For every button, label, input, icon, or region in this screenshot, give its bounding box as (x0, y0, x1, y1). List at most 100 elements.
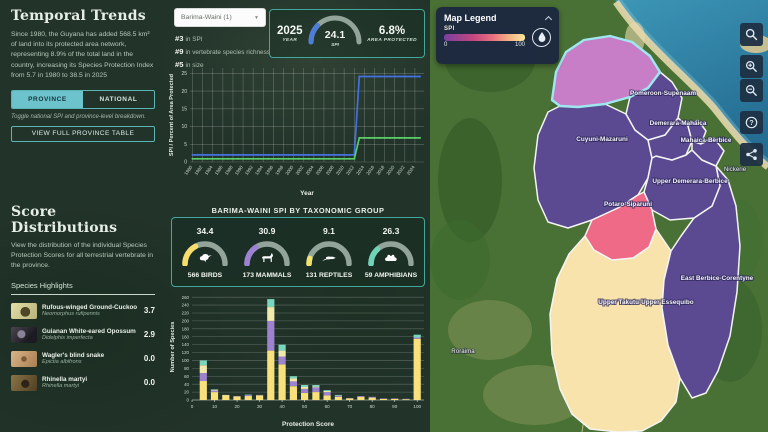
region-label: Potaro-Siparuni (604, 201, 652, 208)
svg-text:2022: 2022 (396, 164, 406, 176)
share-button[interactable] (740, 143, 763, 166)
region-mahaica-berbice[interactable] (691, 137, 725, 167)
spi-color-gradient (444, 34, 525, 41)
chevron-down-icon: ▼ (254, 14, 259, 21)
region-pomeroon-supenaam[interactable] (625, 71, 683, 141)
svg-text:2014: 2014 (355, 164, 365, 176)
svg-text:200: 200 (182, 318, 190, 323)
species-name: Rhinella martyi (42, 376, 88, 383)
svg-text:70: 70 (347, 404, 353, 409)
svg-text:15: 15 (181, 106, 187, 112)
svg-text:40: 40 (280, 404, 286, 409)
sidebar: Temporal Trends Since 1980, the Guyana h… (0, 0, 166, 432)
species-name: Wagler's blind snake (42, 352, 105, 359)
map-panel: Cuyuni-Mazaruni Upper Takutu-Upper Essequ… (430, 0, 768, 432)
svg-text:Protection Score: Protection Score (282, 421, 334, 428)
temporal-trends-description: Since 1980, the Guyana has added 568.5 k… (11, 31, 154, 79)
province-dropdown-value: Barima-Waini (1) (181, 14, 232, 21)
taxonomic-gauges-panel: 34.4 566 BIRDS 30.9 173 MAMMALS 9.1 131 … (171, 217, 425, 287)
national-toggle-button[interactable]: NATIONAL (99, 95, 138, 103)
map-legend-header[interactable]: Map Legend (444, 13, 553, 24)
svg-text:80: 80 (370, 404, 376, 409)
species-name: Rufous-winged Ground-Cuckoo (42, 304, 138, 311)
svg-text:5: 5 (184, 142, 187, 148)
reptiles-gauge: 9.1 131 REPTILES (298, 226, 360, 279)
region-label: Pomeroon-Supenaam (630, 90, 696, 97)
species-score: 0.0 (143, 354, 155, 363)
region-barima-waini[interactable] (550, 34, 662, 109)
species-thumbnail (11, 326, 37, 343)
svg-text:1986: 1986 (214, 164, 224, 176)
svg-text:24.1: 24.1 (325, 29, 346, 41)
amphibian-icon (385, 254, 397, 261)
water-layer-button[interactable] (532, 27, 551, 47)
svg-text:?: ? (749, 120, 753, 127)
legend-min: 0 (444, 42, 448, 48)
province-toggle-button[interactable]: PROVINCE (12, 90, 83, 108)
species-thumbnail (11, 350, 37, 367)
zoom-in-button[interactable] (740, 55, 763, 78)
svg-text:0: 0 (187, 398, 190, 403)
map-controls: ? (740, 23, 763, 166)
province-dropdown[interactable]: Barima-Waini (1) ▼ (174, 8, 266, 27)
svg-text:60: 60 (184, 374, 189, 379)
species-row[interactable]: Rhinella martyi Rhinella martyi 0.0 (11, 372, 155, 394)
legend-spi-label: SPI (444, 26, 455, 32)
toggle-note: Toggle national SPI and province-level b… (11, 113, 146, 120)
spi-trend-chart: 1980 1982 1984 1986 1988 1990 1992 1994 1996 1998… (169, 68, 424, 197)
bird-icon (199, 253, 212, 262)
taxonomic-chart-title: BARIMA-WAINI SPI BY TAXONOMIC GROUP (211, 206, 385, 215)
species-row[interactable]: Guianan White-eared Opossum Didelphis im… (11, 324, 155, 346)
region-label: Demerara-Mahaica (650, 120, 707, 127)
region-label: Cuyuni-Mazaruni (576, 136, 628, 143)
svg-text:25: 25 (181, 71, 187, 77)
reptile-icon (322, 256, 336, 261)
svg-text:2012: 2012 (345, 164, 355, 176)
guyana-map[interactable]: Cuyuni-Mazaruni Upper Takutu-Upper Essequ… (430, 0, 768, 432)
help-button[interactable]: ? (740, 111, 763, 134)
score-distributions-description: View the distribution of the individual … (11, 241, 154, 270)
svg-text:60: 60 (325, 404, 331, 409)
svg-text:2010: 2010 (335, 164, 345, 176)
svg-text:1998: 1998 (274, 164, 284, 176)
species-scientific-name: Epictia albifrons (42, 359, 82, 365)
birds-gauge-arc (182, 240, 228, 267)
protection-score-histogram: 0 20 40 60 80 100 120 140 160 180 200 220 240 260 0 10 2… (170, 295, 424, 428)
map-legend-title: Map Legend (444, 13, 497, 23)
zoom-out-button[interactable] (740, 79, 763, 102)
region-demerara-mahaica[interactable] (687, 119, 707, 145)
svg-text:0: 0 (184, 160, 187, 166)
svg-text:160: 160 (182, 334, 190, 339)
svg-text:100: 100 (413, 404, 421, 409)
spi-gauge: 24.1 SPI (305, 13, 365, 54)
view-full-province-table-button[interactable]: VIEW FULL PROVINCE TABLE (11, 125, 155, 142)
svg-text:2008: 2008 (325, 164, 335, 176)
svg-text:SPI: SPI (331, 42, 339, 48)
legend-max: 100 (514, 42, 525, 48)
svg-text:10: 10 (212, 404, 218, 409)
svg-text:240: 240 (182, 303, 190, 308)
species-row[interactable]: Rufous-winged Ground-Cuckoo Neomorphus r… (11, 300, 155, 322)
svg-text:2020: 2020 (386, 164, 396, 176)
birds-gauge: 34.4 566 BIRDS (174, 226, 236, 279)
svg-text:10: 10 (181, 124, 187, 130)
region-potaro-siparuni[interactable] (584, 191, 657, 261)
svg-text:2000: 2000 (284, 164, 294, 176)
droplet-icon (538, 31, 545, 42)
svg-text:2024: 2024 (406, 164, 416, 176)
species-row[interactable]: Wagler's blind snake Epictia albifrons 0… (11, 348, 155, 370)
svg-text:2016: 2016 (365, 164, 375, 176)
region-label: Upper Takutu-Upper Essequibo (598, 299, 693, 306)
search-button[interactable] (740, 23, 763, 46)
svg-text:1994: 1994 (254, 164, 264, 176)
svg-text:260: 260 (182, 295, 190, 300)
chevron-up-icon (544, 15, 553, 24)
svg-text:1988: 1988 (224, 164, 234, 176)
svg-text:120: 120 (182, 350, 190, 355)
svg-text:0: 0 (191, 404, 194, 409)
svg-text:1996: 1996 (264, 164, 274, 176)
area-protected-stat: 6.8% AREA PROTECTED (367, 24, 417, 43)
temporal-trends-title: Temporal Trends (11, 8, 146, 24)
